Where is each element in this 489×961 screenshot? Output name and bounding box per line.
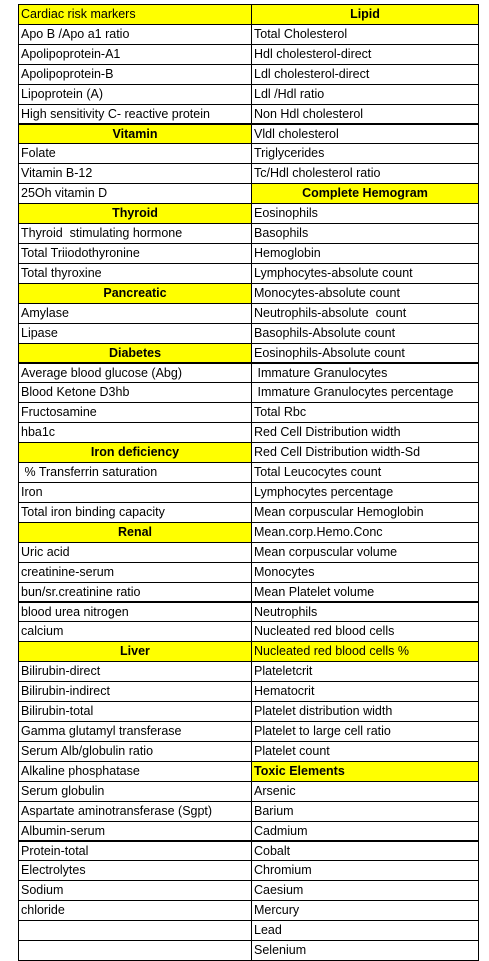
table-cell: Uric acid: [18, 541, 252, 563]
table-cell: Folate: [18, 143, 252, 165]
table-cell: Total Cholesterol: [251, 23, 479, 45]
table-cell: Apolipoprotein-A1: [18, 43, 252, 65]
table-cell: Cobalt: [251, 840, 479, 862]
table-cell: Selenium: [251, 940, 479, 961]
table-cell: Total iron binding capacity: [18, 501, 252, 523]
table-cell: Eosinophils: [251, 203, 479, 225]
table-cell: Iron: [18, 482, 252, 503]
section-header: Liver: [18, 641, 252, 663]
table-cell: Blood Ketone D3hb: [18, 382, 252, 404]
table-cell: Lipoprotein (A): [18, 83, 252, 105]
table-cell: Eosinophils-Absolute count: [251, 342, 479, 364]
table-cell: Hematocrit: [251, 681, 479, 703]
section-header: Lipid: [251, 4, 479, 25]
table-cell: Monocytes-absolute count: [251, 282, 479, 304]
table-cell: Alkaline phosphatase: [18, 760, 252, 782]
table-cell: Neutrophils-absolute count: [251, 302, 479, 324]
table-cell: High sensitivity C- reactive protein: [18, 103, 252, 125]
table-cell: Mean corpuscular Hemoglobin: [251, 501, 479, 523]
table-cell: Albumin-serum: [18, 820, 252, 842]
table-cell: Total Leucocytes count: [251, 462, 479, 483]
table-cell: Plateletcrit: [251, 661, 479, 683]
section-header: Renal: [18, 521, 252, 543]
section-header: Toxic Elements: [251, 760, 479, 782]
table-cell: Total Triiodothyronine: [18, 243, 252, 264]
table-cell: Sodium: [18, 880, 252, 902]
table-cell: Bilirubin-indirect: [18, 681, 252, 703]
table-cell: chloride: [18, 900, 252, 922]
table-cell: Apolipoprotein-B: [18, 63, 252, 85]
table-cell: Cardiac risk markers: [18, 4, 252, 25]
table-cell: Lymphocytes percentage: [251, 482, 479, 503]
table-cell: bun/sr.creatinine ratio: [18, 581, 252, 603]
table-cell: Neutrophils: [251, 601, 479, 623]
table-cell: Immature Granulocytes percentage: [251, 382, 479, 404]
table-cell: Mean Platelet volume: [251, 581, 479, 603]
table-cell: blood urea nitrogen: [18, 601, 252, 623]
table-cell: Basophils: [251, 223, 479, 244]
table-cell: calcium: [18, 621, 252, 643]
table-cell: Mean corpuscular volume: [251, 541, 479, 563]
table-cell: Barium: [251, 800, 479, 822]
table-cell: hba1c: [18, 422, 252, 444]
table-cell: Mercury: [251, 900, 479, 922]
table-cell: Nucleated red blood cells %: [251, 641, 479, 663]
table-cell: Tc/Hdl cholesterol ratio: [251, 163, 479, 185]
table-cell: Immature Granulocytes: [251, 362, 479, 384]
table-cell: Monocytes: [251, 561, 479, 583]
table-cell: Nucleated red blood cells: [251, 621, 479, 643]
table-cell: Cadmium: [251, 820, 479, 842]
table-cell: Vldl cholesterol: [251, 123, 479, 145]
table-cell: Average blood glucose (Abg): [18, 362, 252, 384]
table-cell: Lead: [251, 920, 479, 942]
table-cell: Ldl /Hdl ratio: [251, 83, 479, 105]
section-header: Diabetes: [18, 342, 252, 364]
table-cell: Arsenic: [251, 780, 479, 802]
table-cell: [18, 940, 252, 961]
table-cell: Total Rbc: [251, 402, 479, 424]
table-cell: % Transferrin saturation: [18, 462, 252, 483]
table-cell: Gamma glutamyl transferase: [18, 721, 252, 742]
table-cell: 25Oh vitamin D: [18, 183, 252, 205]
table-cell: Ldl cholesterol-direct: [251, 63, 479, 85]
section-header: Vitamin: [18, 123, 252, 145]
table-cell: Bilirubin-total: [18, 701, 252, 722]
table-cell: Red Cell Distribution width: [251, 422, 479, 444]
table-cell: Hemoglobin: [251, 243, 479, 264]
table-cell: Total thyroxine: [18, 262, 252, 284]
table-cell: Lymphocytes-absolute count: [251, 262, 479, 284]
table-cell: Chromium: [251, 860, 479, 882]
table-cell: Mean.corp.Hemo.Conc: [251, 521, 479, 543]
table-cell: Fructosamine: [18, 402, 252, 424]
table-cell: creatinine-serum: [18, 561, 252, 583]
table-cell: Non Hdl cholesterol: [251, 103, 479, 125]
table-cell: Serum globulin: [18, 780, 252, 802]
table-cell: Serum Alb/globulin ratio: [18, 740, 252, 762]
table-cell: Protein-total: [18, 840, 252, 862]
section-header: Thyroid: [18, 203, 252, 225]
table-cell: Electrolytes: [18, 860, 252, 882]
table-cell: Thyroid stimulating hormone: [18, 223, 252, 244]
table-cell: Lipase: [18, 322, 252, 344]
table-cell: Bilirubin-direct: [18, 661, 252, 683]
table-cell: Platelet count: [251, 740, 479, 762]
section-header: Complete Hemogram: [251, 183, 479, 205]
table-cell: Basophils-Absolute count: [251, 322, 479, 344]
table-cell: Caesium: [251, 880, 479, 902]
table-cell: Red Cell Distribution width-Sd: [251, 442, 479, 464]
table-cell: Vitamin B-12: [18, 163, 252, 185]
table-cell: Platelet to large cell ratio: [251, 721, 479, 742]
section-header: Pancreatic: [18, 282, 252, 304]
table-cell: Platelet distribution width: [251, 701, 479, 722]
section-header: Iron deficiency: [18, 442, 252, 464]
table-cell: Aspartate aminotransferase (Sgpt): [18, 800, 252, 822]
table-cell: Hdl cholesterol-direct: [251, 43, 479, 65]
table-cell: [18, 920, 252, 942]
table-cell: Apo B /Apo a1 ratio: [18, 23, 252, 45]
table-cell: Amylase: [18, 302, 252, 324]
table-cell: Triglycerides: [251, 143, 479, 165]
